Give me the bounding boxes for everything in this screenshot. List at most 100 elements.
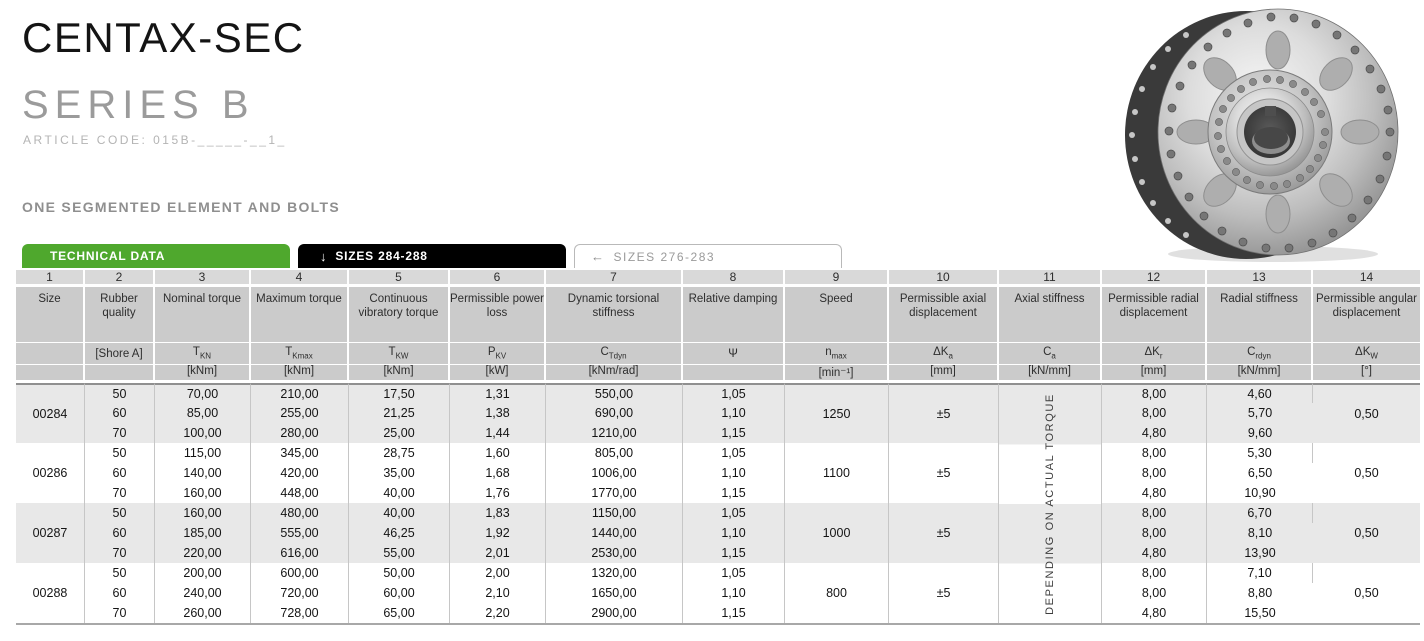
table-row: 70 220,00 616,00 55,00 2,01 2530,00 1,15 4,80 13… xyxy=(16,543,1420,563)
column-symbol-cell: TKW xyxy=(349,343,450,365)
cell-radial-stiffness: 15,50 xyxy=(1207,603,1313,623)
table-row: 70 100,00 280,00 25,00 1,44 1210,00 1,15 4,80 9,… xyxy=(16,423,1420,443)
cell-torsional-stiffness: 1006,00 xyxy=(546,463,683,483)
cell-nominal-torque: 200,00 xyxy=(155,563,251,583)
cell-maximum-torque: 480,00 xyxy=(251,503,349,523)
cell-size: 00287 xyxy=(16,503,85,563)
cell-torsional-stiffness: 805,00 xyxy=(546,443,683,463)
column-unit-cell: [min⁻¹] xyxy=(785,365,889,383)
column-name-cell: Maximum torque xyxy=(251,287,349,343)
column-symbol-cell: Ca xyxy=(999,343,1102,365)
cell-maximum-torque: 255,00 xyxy=(251,403,349,423)
column-number-cell: 7 xyxy=(546,270,683,287)
cell-power-loss: 2,01 xyxy=(450,543,546,563)
cell-radial-stiffness: 4,60 xyxy=(1207,383,1313,403)
column-unit-cell: [kNm] xyxy=(349,365,450,383)
cell-vibratory-torque: 46,25 xyxy=(349,523,450,543)
cell-maximum-torque: 420,00 xyxy=(251,463,349,483)
column-unit-cell: [kN/mm] xyxy=(1207,365,1313,383)
cell-maximum-torque: 728,00 xyxy=(251,603,349,623)
cell-vibratory-torque: 21,25 xyxy=(349,403,450,423)
column-symbol-cell: PKV xyxy=(450,343,546,365)
column-unit-cell: [mm] xyxy=(1102,365,1207,383)
table-row: 60 85,00 255,00 21,25 1,38 690,00 1,10 8,00 5,70 xyxy=(16,403,1420,423)
cell-relative-damping: 1,05 xyxy=(683,383,785,403)
cell-relative-damping: 1,15 xyxy=(683,423,785,443)
cell-shore-hardness: 60 xyxy=(85,583,155,603)
column-name-cell: Radial stiffness xyxy=(1207,287,1313,343)
cell-nominal-torque: 85,00 xyxy=(155,403,251,423)
column-name-cell: Continuous vibratory torque xyxy=(349,287,450,343)
article-code: ARTICLE CODE: 015B-_____-__1_ xyxy=(23,133,287,147)
column-unit-cell: [kNm/rad] xyxy=(546,365,683,383)
tab-label: SIZES 276-283 xyxy=(613,249,716,264)
cell-vibratory-torque: 28,75 xyxy=(349,443,450,463)
cell-torsional-stiffness: 1440,00 xyxy=(546,523,683,543)
cell-axial-displacement: ±5 xyxy=(889,563,999,623)
cell-shore-hardness: 50 xyxy=(85,563,155,583)
cell-torsional-stiffness: 2900,00 xyxy=(546,603,683,623)
cell-maximum-torque: 448,00 xyxy=(251,483,349,503)
table-row: 60 140,00 420,00 35,00 1,68 1006,00 1,10 8,00 6,… xyxy=(16,463,1420,483)
cell-relative-damping: 1,05 xyxy=(683,443,785,463)
cell-power-loss: 1,31 xyxy=(450,383,546,403)
tab-label: SIZES 284-288 xyxy=(335,249,428,263)
column-name-cell: Size xyxy=(16,287,85,343)
cell-nominal-torque: 70,00 xyxy=(155,383,251,403)
cell-size: 00288 xyxy=(16,563,85,623)
table-row: 00284 50 70,00 210,00 17,50 1,31 550,00 1,05 125… xyxy=(16,383,1420,623)
cell-shore-hardness: 50 xyxy=(85,503,155,523)
cell-radial-displacement: 8,00 xyxy=(1102,563,1207,583)
cell-nominal-torque: 140,00 xyxy=(155,463,251,483)
table-row: 70 260,00 728,00 65,00 2,20 2900,00 1,15 4,80 15… xyxy=(16,603,1420,623)
column-symbol-cell: ΔKa xyxy=(889,343,999,365)
column-unit-cell: [mm] xyxy=(889,365,999,383)
cell-speed: 800 xyxy=(785,563,889,623)
cell-shore-hardness: 70 xyxy=(85,483,155,503)
table-row: 00287 50 160,00 480,00 40,00 1,83 1150,00 1,05 1… xyxy=(16,503,1420,563)
column-symbol-cell: ΔKW xyxy=(1313,343,1420,365)
coupling-illustration xyxy=(1125,8,1399,262)
column-unit-cell xyxy=(683,365,785,383)
tab-technical-data[interactable]: TECHNICAL DATA xyxy=(22,244,290,268)
cell-torsional-stiffness: 1320,00 xyxy=(546,563,683,583)
column-symbol-cell: TKmax xyxy=(251,343,349,365)
column-symbol-cell xyxy=(16,343,85,365)
column-symbol-cell: ΔKr xyxy=(1102,343,1207,365)
cell-power-loss: 1,76 xyxy=(450,483,546,503)
tab-label: TECHNICAL DATA xyxy=(50,249,166,263)
cell-power-loss: 2,10 xyxy=(450,583,546,603)
cell-nominal-torque: 115,00 xyxy=(155,443,251,463)
cell-radial-stiffness: 5,30 xyxy=(1207,443,1313,463)
column-number-cell: 1 xyxy=(16,270,85,287)
column-number-cell: 4 xyxy=(251,270,349,287)
cell-radial-displacement: 4,80 xyxy=(1102,543,1207,563)
cell-power-loss: 1,68 xyxy=(450,463,546,483)
cell-maximum-torque: 210,00 xyxy=(251,383,349,403)
cell-shore-hardness: 50 xyxy=(85,443,155,463)
cell-shore-hardness: 50 xyxy=(85,383,155,403)
cell-maximum-torque: 600,00 xyxy=(251,563,349,583)
table-header: 1 2 3 4 5 6 7 8 9 10 11 12 13 14 Size Rubber quality Nom… xyxy=(16,270,1420,383)
cell-vibratory-torque: 17,50 xyxy=(349,383,450,403)
tab-sizes-284-288[interactable]: ↓ SIZES 284-288 xyxy=(298,244,566,268)
tab-sizes-276-283[interactable]: ← SIZES 276-283 xyxy=(574,244,842,268)
cell-radial-stiffness: 9,60 xyxy=(1207,423,1313,443)
arrow-down-icon: ↓ xyxy=(320,248,328,264)
column-name-cell: Speed xyxy=(785,287,889,343)
cell-vibratory-torque: 60,00 xyxy=(349,583,450,603)
cell-torsional-stiffness: 1650,00 xyxy=(546,583,683,603)
cell-power-loss: 1,44 xyxy=(450,423,546,443)
cell-radial-stiffness: 6,70 xyxy=(1207,503,1313,523)
cell-radial-displacement: 8,00 xyxy=(1102,443,1207,463)
cell-relative-damping: 1,10 xyxy=(683,583,785,603)
cell-radial-stiffness: 7,10 xyxy=(1207,563,1313,583)
column-number-cell: 11 xyxy=(999,270,1102,287)
column-unit-cell xyxy=(16,365,85,383)
table-body: 00284 50 70,00 210,00 17,50 1,31 550,00 1,05 125… xyxy=(16,383,1420,623)
cell-nominal-torque: 260,00 xyxy=(155,603,251,623)
column-unit-cell: [°] xyxy=(1313,365,1420,383)
cell-radial-stiffness: 6,50 xyxy=(1207,463,1313,483)
column-number-cell: 5 xyxy=(349,270,450,287)
cell-angular-displacement: 0,50 xyxy=(1313,503,1420,563)
